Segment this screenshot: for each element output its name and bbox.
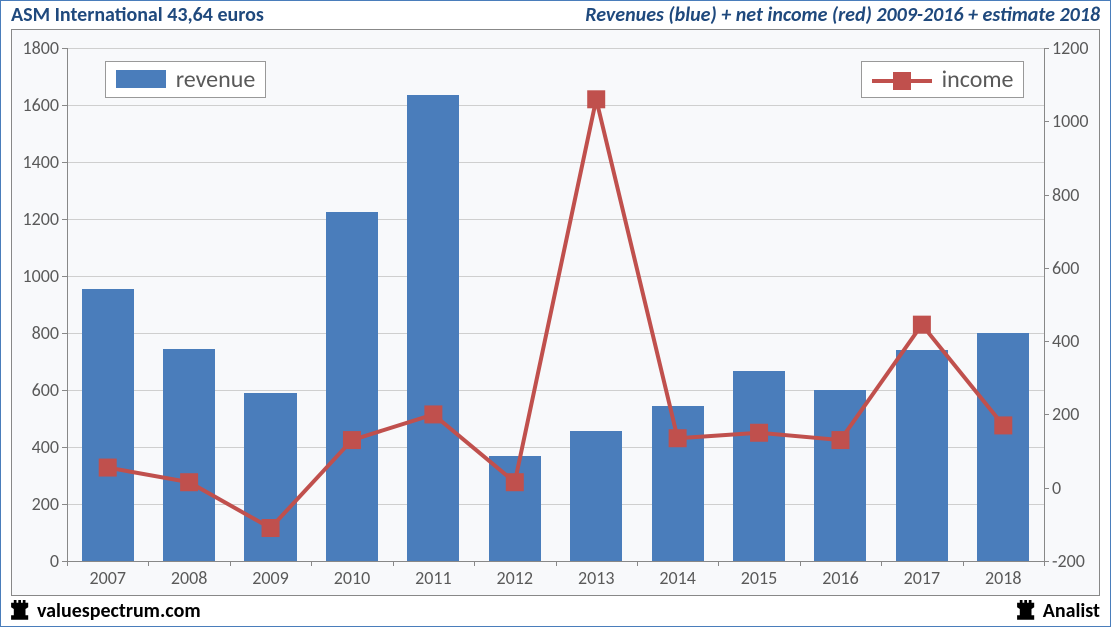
legend-revenue-label: revenue	[176, 65, 256, 94]
legend-revenue: revenue	[105, 61, 267, 98]
line-path	[108, 99, 1004, 528]
brand-left-text: valuespectrum.com	[37, 599, 201, 623]
chart-footer: valuespectrum.com Analist	[1, 596, 1110, 626]
line-marker	[424, 405, 442, 423]
line-marker	[180, 473, 198, 491]
line-marker	[99, 459, 117, 477]
line-marker	[913, 316, 931, 334]
legend-bar-sample	[116, 70, 166, 88]
line-marker	[669, 429, 687, 447]
line-marker	[831, 431, 849, 449]
line-marker	[262, 519, 280, 537]
line-marker	[506, 473, 524, 491]
legend-income-label: income	[942, 65, 1014, 94]
plot-frame: 020040060080010001200140016001800-200020…	[11, 29, 1100, 596]
line-series	[12, 30, 1099, 595]
rook-icon	[1017, 600, 1037, 622]
plot-area: 020040060080010001200140016001800-200020…	[12, 30, 1099, 595]
brand-left: valuespectrum.com	[11, 599, 201, 623]
brand-right-text: Analist	[1043, 599, 1100, 623]
line-marker	[994, 416, 1012, 434]
title-right: Revenues (blue) + net income (red) 2009-…	[585, 3, 1100, 27]
line-marker	[587, 90, 605, 108]
chart-container: ASM International 43,64 euros Revenues (…	[0, 0, 1111, 627]
brand-right: Analist	[1017, 599, 1100, 623]
rook-icon	[11, 600, 31, 622]
legend-income: income	[861, 61, 1025, 98]
chart-header: ASM International 43,64 euros Revenues (…	[1, 1, 1110, 29]
title-left: ASM International 43,64 euros	[11, 3, 264, 27]
line-marker	[750, 424, 768, 442]
line-marker	[343, 431, 361, 449]
legend-line-sample	[872, 69, 932, 89]
